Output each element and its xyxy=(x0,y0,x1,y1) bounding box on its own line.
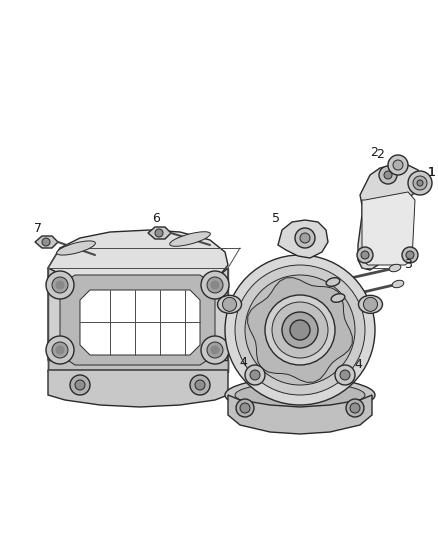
Circle shape xyxy=(223,297,237,311)
Text: 4: 4 xyxy=(354,359,362,372)
Text: 1: 1 xyxy=(428,166,436,179)
Circle shape xyxy=(361,251,369,259)
Circle shape xyxy=(236,399,254,417)
Circle shape xyxy=(265,295,335,365)
Circle shape xyxy=(207,277,223,293)
Circle shape xyxy=(240,403,250,413)
Circle shape xyxy=(201,336,229,364)
Polygon shape xyxy=(48,360,228,372)
Circle shape xyxy=(56,346,64,354)
Text: 3: 3 xyxy=(404,259,412,271)
Polygon shape xyxy=(48,268,228,395)
Circle shape xyxy=(340,370,350,380)
Circle shape xyxy=(155,229,163,237)
Polygon shape xyxy=(247,278,353,382)
Circle shape xyxy=(357,247,373,263)
Text: 2: 2 xyxy=(370,147,378,159)
Text: 2: 2 xyxy=(376,149,384,161)
Polygon shape xyxy=(148,227,171,239)
Circle shape xyxy=(245,275,355,385)
Circle shape xyxy=(335,365,355,385)
Text: 5: 5 xyxy=(272,212,280,224)
Circle shape xyxy=(300,233,310,243)
Circle shape xyxy=(70,375,90,395)
Circle shape xyxy=(235,265,365,395)
Circle shape xyxy=(272,302,328,358)
Circle shape xyxy=(225,255,375,405)
Polygon shape xyxy=(60,275,215,365)
Circle shape xyxy=(346,399,364,417)
Circle shape xyxy=(388,155,408,175)
Circle shape xyxy=(282,312,318,348)
Circle shape xyxy=(46,336,74,364)
Ellipse shape xyxy=(57,241,95,255)
Circle shape xyxy=(195,380,205,390)
Circle shape xyxy=(207,342,223,358)
Polygon shape xyxy=(48,370,228,407)
Circle shape xyxy=(250,370,260,380)
Circle shape xyxy=(52,277,68,293)
Circle shape xyxy=(350,403,360,413)
Polygon shape xyxy=(358,165,422,270)
Polygon shape xyxy=(362,192,415,265)
Text: 7: 7 xyxy=(34,222,42,235)
Circle shape xyxy=(295,228,315,248)
Text: 1: 1 xyxy=(428,166,436,179)
Ellipse shape xyxy=(331,294,345,302)
Circle shape xyxy=(46,271,74,299)
Ellipse shape xyxy=(358,295,382,313)
Circle shape xyxy=(75,380,85,390)
Circle shape xyxy=(52,342,68,358)
Polygon shape xyxy=(278,220,328,258)
Polygon shape xyxy=(48,230,228,288)
Circle shape xyxy=(42,238,50,246)
Polygon shape xyxy=(80,290,200,355)
Circle shape xyxy=(408,171,432,195)
Ellipse shape xyxy=(225,377,375,413)
Circle shape xyxy=(417,180,423,186)
Circle shape xyxy=(211,346,219,354)
Circle shape xyxy=(290,320,310,340)
Ellipse shape xyxy=(170,232,210,246)
Ellipse shape xyxy=(218,295,241,313)
Circle shape xyxy=(201,271,229,299)
Ellipse shape xyxy=(235,383,365,408)
Polygon shape xyxy=(228,395,372,434)
Circle shape xyxy=(245,365,265,385)
Circle shape xyxy=(413,176,427,190)
Circle shape xyxy=(393,160,403,170)
Polygon shape xyxy=(35,236,58,248)
Circle shape xyxy=(402,247,418,263)
Ellipse shape xyxy=(389,264,401,272)
Ellipse shape xyxy=(392,280,404,288)
Circle shape xyxy=(364,297,378,311)
Circle shape xyxy=(211,281,219,289)
Ellipse shape xyxy=(326,278,340,286)
Circle shape xyxy=(379,166,397,184)
Circle shape xyxy=(384,171,392,179)
Text: 6: 6 xyxy=(152,212,160,224)
Circle shape xyxy=(56,281,64,289)
Circle shape xyxy=(190,375,210,395)
Text: 4: 4 xyxy=(239,356,247,368)
Circle shape xyxy=(406,251,414,259)
